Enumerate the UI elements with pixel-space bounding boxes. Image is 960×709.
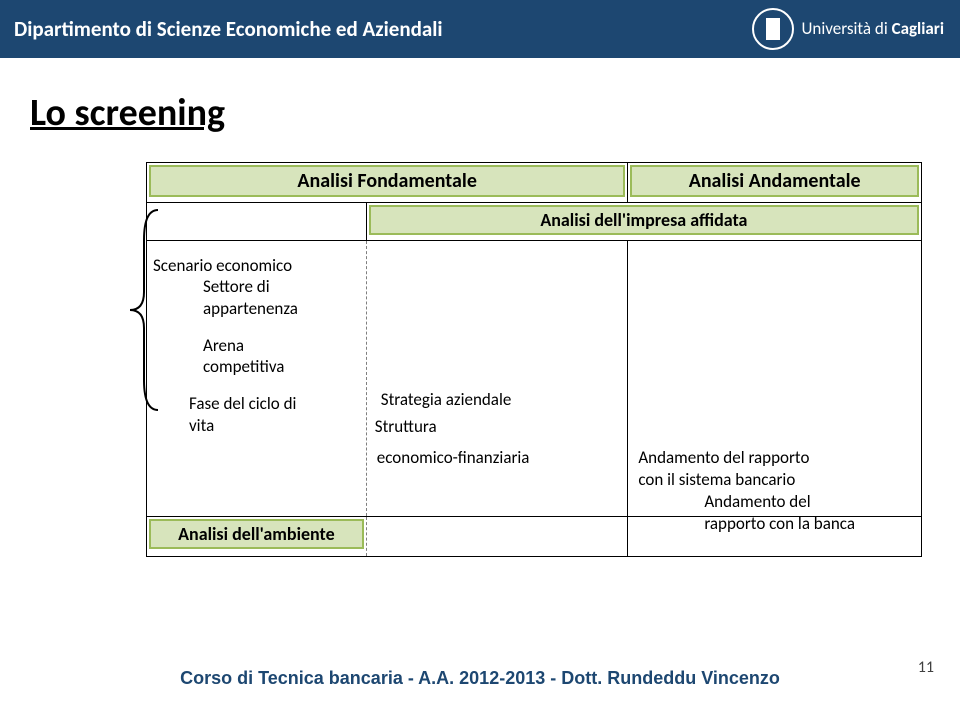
slide-title: Lo screening: [30, 90, 225, 136]
university-logo-group: Università di Cagliari: [752, 0, 944, 58]
body-cell-right: Andamento del rapporto con il sistema ba…: [628, 241, 922, 517]
strategia-text: Strategia aziendale Struttura: [381, 389, 512, 438]
university-seal-icon: [752, 8, 794, 50]
analysis-table: Analisi Fondamentale Analisi Andamentale…: [146, 162, 922, 557]
university-name: Università di Cagliari: [802, 20, 944, 39]
department-title: Dipartimento di Scienze Economiche ed Az…: [14, 16, 443, 42]
footer-text: Corso di Tecnica bancaria - A.A. 2012-20…: [0, 668, 960, 689]
table-body-row: Scenario economico Settore di appartenen…: [147, 241, 922, 517]
footer-ambiente: Analisi dell'ambiente: [149, 519, 364, 549]
header-andamentale: Analisi Andamentale: [630, 165, 919, 197]
econfin-text: economico-finanziaria: [377, 447, 530, 468]
body-cell-mid: Strategia aziendale Struttura economico-…: [366, 241, 628, 517]
header-fondamentale: Analisi Fondamentale: [149, 165, 625, 197]
body-cell-left: Scenario economico Settore di appartenen…: [147, 241, 367, 517]
table-subheader-row: Analisi dell'impresa affidata: [147, 203, 922, 241]
subheader-impresa: Analisi dell'impresa affidata: [369, 205, 919, 235]
scenario-text: Scenario economico Settore di appartenen…: [153, 255, 298, 436]
table-header-row: Analisi Fondamentale Analisi Andamentale: [147, 163, 922, 203]
andamento-text: Andamento del rapporto con il sistema ba…: [638, 447, 855, 535]
tower-icon: [766, 18, 780, 40]
page-number: 11: [918, 658, 934, 677]
header-bar: Dipartimento di Scienze Economiche ed Az…: [0, 0, 960, 58]
